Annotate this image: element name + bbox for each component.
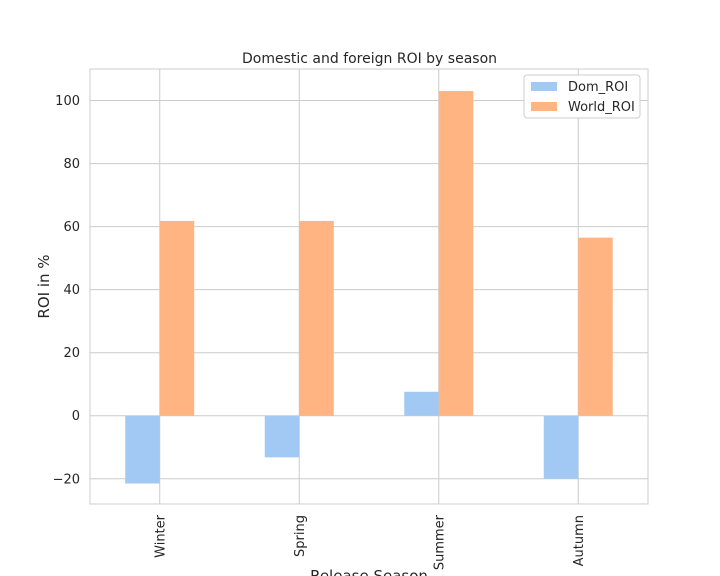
x-tick-label: Summer [432,514,447,570]
legend-label: World_ROI [568,100,635,115]
x-axis-label: Release Season [310,567,428,576]
bar-world-roi-summer [438,91,474,416]
bar-dom-roi-winter [125,415,160,484]
y-tick-label: −20 [53,472,80,487]
x-tick-label: Autumn [572,515,587,566]
bar-world-roi-autumn [578,237,613,416]
x-tick-label: Winter [153,514,168,558]
y-tick-label: 40 [63,283,80,298]
y-tick-label: 100 [55,94,80,109]
plot-frame [89,68,649,505]
bar-dom-roi-autumn [543,415,579,479]
y-tick-label: 60 [63,220,80,235]
chart-title: Domestic and foreign ROI by season [242,51,497,67]
y-tick-label: 0 [72,409,80,424]
legend: Dom_ROI World_ROI [523,74,641,119]
legend-swatch [531,102,557,111]
y-axis-ticks: −20 0 20 40 60 80 100 [53,94,80,487]
x-axis-ticks: Winter Spring Summer Autumn [153,514,587,570]
bars [125,91,613,484]
x-tick-label: Spring [293,515,308,557]
bar-dom-roi-spring [264,415,300,458]
bar-dom-roi-summer [404,391,439,416]
bar-world-roi-spring [299,220,334,416]
y-axis-label: ROI in % [35,254,53,318]
legend-swatch [531,82,557,91]
bar-world-roi-winter [159,220,195,416]
legend-label: Dom_ROI [568,80,628,95]
y-tick-label: 80 [63,157,80,172]
y-tick-label: 20 [63,346,80,361]
